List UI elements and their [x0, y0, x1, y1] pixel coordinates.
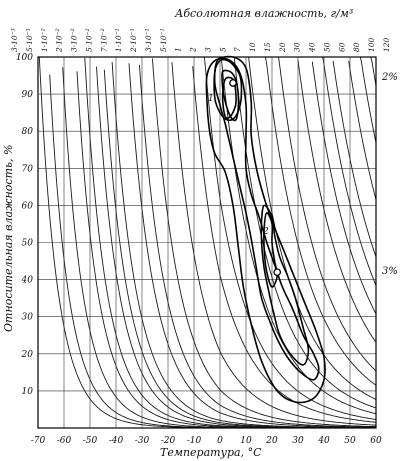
- absolute-humidity-tick-label: 100: [367, 37, 376, 52]
- y-axis-title: Относительная влажность, %: [2, 145, 15, 332]
- y-tick-label: 80: [22, 127, 34, 137]
- x-tick-label: -50: [83, 436, 98, 446]
- plot-frame: [37, 56, 377, 429]
- y-tick-label: 60: [22, 201, 34, 211]
- absolute-humidity-isoline: [151, 58, 377, 428]
- absolute-humidity-isoline: [248, 56, 377, 400]
- x-tick-label: -40: [109, 436, 124, 446]
- absolute-humidity-tick-label: 3·10⁻²: [70, 28, 79, 52]
- x-tick-label: 40: [317, 436, 330, 446]
- absolute-humidity-tick-label: 80: [352, 42, 361, 52]
- absolute-humidity-isoline: [171, 62, 376, 426]
- absolute-humidity-tick-label: 60: [337, 42, 346, 52]
- absolute-humidity-tick-label: 7: [233, 47, 242, 52]
- absolute-humidity-tick-label: 50: [323, 42, 332, 52]
- absolute-humidity-isoline: [265, 56, 377, 386]
- x-tick-label: -60: [57, 436, 72, 446]
- absolute-humidity-isoline: [359, 56, 377, 143]
- absolute-humidity-tick-label: 10: [248, 42, 257, 52]
- humidity-contour: [221, 69, 240, 122]
- y-tick-label: 40: [21, 276, 34, 286]
- absolute-humidity-tick-label: 5: [218, 47, 227, 52]
- x-tick-label: -70: [31, 436, 46, 446]
- absolute-humidity-isoline: [111, 61, 376, 429]
- humidity-contour: [205, 55, 326, 404]
- isoline-label-2pct: 2%: [381, 72, 398, 83]
- absolute-humidity-tick-label: 15: [263, 42, 272, 52]
- absolute-humidity-isoline: [322, 56, 377, 286]
- absolute-humidity-tick-label: 3·10⁻¹: [144, 28, 153, 52]
- top-axis-title: Абсолютная влажность, г/м³: [174, 7, 353, 20]
- absolute-humidity-isoline: [203, 56, 377, 420]
- data-point: [273, 268, 282, 277]
- humidity-contour: [263, 212, 279, 288]
- absolute-humidity-isoline: [278, 56, 377, 372]
- absolute-humidity-tick-label: 5·10⁻³: [25, 28, 34, 52]
- absolute-humidity-tick-label: 20: [278, 42, 287, 53]
- absolute-humidity-tick-label: 1: [174, 47, 183, 52]
- x-axis-title: Температура, °С: [160, 446, 262, 459]
- x-tick-label: 10: [240, 436, 252, 446]
- isoline-layer: [38, 56, 377, 429]
- contour-label-2: 2: [262, 227, 269, 237]
- absolute-humidity-isoline: [297, 60, 377, 343]
- contour-label-1: 1: [208, 94, 214, 104]
- absolute-humidity-tick-label: 5·10⁻¹: [159, 28, 168, 52]
- absolute-humidity-tick-label: 2: [189, 47, 198, 53]
- y-tick-label: 90: [22, 90, 34, 100]
- absolute-humidity-tick-label: 3·10⁻³: [10, 28, 19, 52]
- x-tick-label: 30: [292, 436, 304, 446]
- data-point: [229, 79, 237, 87]
- absolute-humidity-tick-label: 30: [293, 42, 302, 52]
- x-tick-label: 0: [217, 436, 223, 446]
- x-tick-label: 20: [265, 436, 278, 446]
- x-tick-label: 60: [370, 436, 382, 446]
- humidity-contour: [213, 57, 320, 381]
- x-tick-label: -30: [135, 436, 150, 446]
- absolute-humidity-tick-label: 40: [308, 42, 317, 53]
- contour-layer: [205, 55, 326, 404]
- humidity-contour: [213, 58, 243, 122]
- x-tick-label: -20: [161, 436, 176, 446]
- y-tick-label: 100: [16, 53, 33, 63]
- absolute-humidity-isoline: [49, 74, 376, 429]
- absolute-humidity-isoline: [332, 60, 377, 257]
- tick-layer: -70 -60 -50 -40 -30 -20 -10 0 10 20 30 40 50 60 10 20 30…: [10, 28, 391, 446]
- absolute-humidity-tick-label: 1·10⁻¹: [114, 28, 123, 52]
- y-tick-label: 20: [21, 350, 34, 360]
- absolute-humidity-tick-label: 1·10⁻²: [40, 28, 49, 52]
- absolute-humidity-isoline: [76, 71, 376, 429]
- absolute-humidity-isoline: [128, 63, 376, 428]
- absolute-humidity-isoline: [220, 58, 377, 415]
- absolute-humidity-isoline: [348, 60, 377, 200]
- humidity-contour: [260, 204, 310, 366]
- absolute-humidity-isoline: [311, 61, 377, 315]
- absolute-humidity-tick-label: 120: [382, 37, 391, 52]
- y-tick-label: 70: [22, 164, 34, 174]
- absolute-humidity-isoline: [62, 67, 376, 429]
- absolute-humidity-isoline: [192, 66, 377, 423]
- absolute-humidity-tick-label: 3: [203, 47, 212, 52]
- marker-layer: [229, 79, 282, 277]
- y-tick-label: 30: [22, 313, 34, 323]
- absolute-humidity-tick-label: 2·10⁻¹: [129, 28, 138, 53]
- absolute-humidity-tick-label: 5·10⁻²: [84, 28, 93, 52]
- absolute-humidity-isoline: [103, 69, 376, 429]
- y-tick-label: 50: [22, 239, 34, 249]
- isoline-label-3pct: 3%: [382, 266, 398, 277]
- x-tick-label: -10: [187, 436, 202, 446]
- absolute-humidity-isoline: [370, 56, 377, 86]
- absolute-humidity-tick-label: 7·10⁻²: [99, 28, 108, 52]
- y-tick-label: 10: [22, 387, 34, 397]
- absolute-humidity-isoline: [138, 64, 376, 428]
- x-tick-label: 50: [344, 436, 356, 446]
- absolute-humidity-tick-label: 2·10⁻²: [55, 28, 64, 53]
